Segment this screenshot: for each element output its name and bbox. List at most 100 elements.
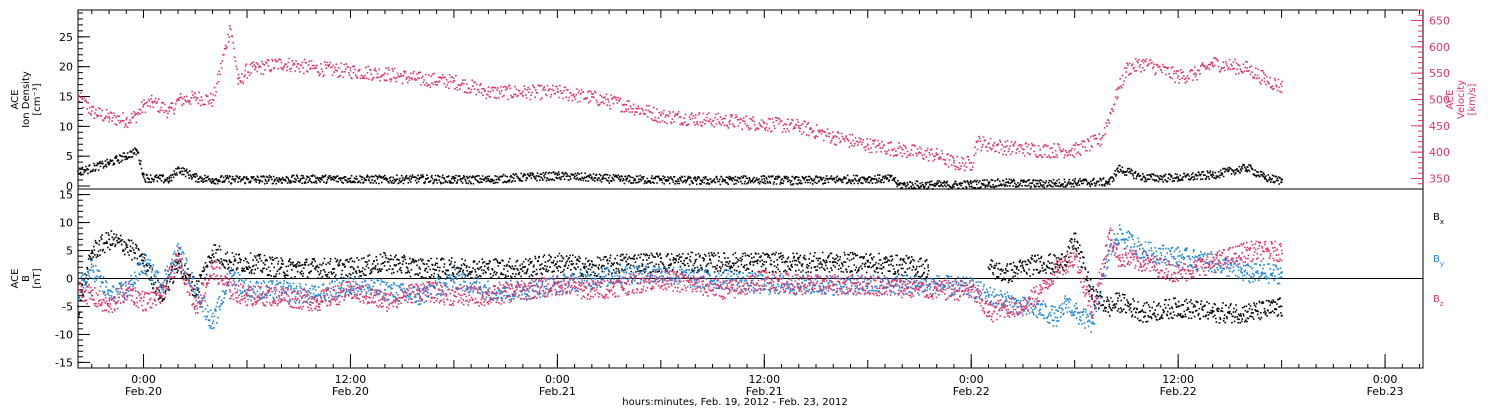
density-axis-title: ACEIon Density[cm⁻³] bbox=[10, 71, 43, 128]
velocity-axis-title-line: [km/s] bbox=[1467, 83, 1478, 115]
density-axis-title-line: ACE bbox=[10, 90, 21, 110]
series-by-point bbox=[1108, 249, 1110, 252]
series-bz-point bbox=[1056, 266, 1059, 269]
series-bz-point bbox=[349, 288, 352, 291]
series-bx-point bbox=[625, 260, 628, 263]
density-series-point bbox=[1177, 176, 1179, 178]
series-by-point bbox=[1246, 272, 1248, 274]
density-series-point bbox=[142, 176, 145, 178]
velocity-series-point bbox=[975, 140, 978, 143]
velocity-axis-tick-label: 350 bbox=[1429, 172, 1450, 185]
density-axis-tick-label: 10 bbox=[59, 120, 73, 133]
velocity-series-point bbox=[194, 96, 197, 98]
series-by-point bbox=[625, 272, 628, 274]
series-bz-point bbox=[625, 283, 628, 285]
x-tick-date: Feb.20 bbox=[332, 385, 369, 398]
b-field-axis-tick-label: -5 bbox=[62, 300, 73, 313]
density-series-point bbox=[246, 178, 248, 180]
series-bx-point bbox=[1108, 305, 1110, 308]
x-tick-time: 12:00 bbox=[1162, 373, 1194, 386]
series-by-point bbox=[1065, 300, 1067, 302]
series-bz-point bbox=[194, 305, 197, 308]
velocity-axis-title-line: ACE bbox=[1445, 90, 1456, 110]
series-bz-point bbox=[108, 305, 110, 308]
velocity-series-point bbox=[228, 24, 231, 27]
b-field-axis-tick-label: -15 bbox=[55, 356, 73, 369]
series-bx-point bbox=[228, 260, 231, 263]
density-series-point bbox=[729, 178, 731, 181]
velocity-series-point bbox=[1263, 77, 1266, 80]
density-series-point bbox=[694, 179, 697, 181]
density-series-point bbox=[866, 177, 869, 180]
series-bz-point bbox=[384, 300, 386, 302]
series-bz-point bbox=[280, 294, 283, 297]
density-series-point bbox=[349, 177, 352, 180]
x-tick-time: 0:00 bbox=[545, 373, 570, 386]
velocity-series-point bbox=[77, 96, 79, 98]
velocity-series-point bbox=[1099, 138, 1102, 140]
series-bz-point bbox=[1211, 260, 1214, 263]
series-bz-point bbox=[453, 294, 455, 297]
velocity-axis-tick-label: 400 bbox=[1429, 146, 1450, 159]
series-bx-point bbox=[211, 249, 214, 252]
series-bz-point bbox=[246, 294, 248, 297]
velocity-axis-tick-label: 500 bbox=[1429, 94, 1450, 107]
series-bx-point bbox=[660, 260, 662, 263]
density-series-point bbox=[135, 149, 138, 152]
series-by-point bbox=[315, 294, 317, 297]
b-field-axis-tick-label: 15 bbox=[59, 189, 73, 202]
velocity-series-point bbox=[384, 72, 386, 74]
series-bz-point bbox=[1091, 311, 1093, 313]
series-bx-point bbox=[729, 260, 731, 263]
density-series-point bbox=[453, 178, 455, 180]
density-series-point bbox=[1211, 173, 1214, 175]
series-bz-point bbox=[1116, 255, 1119, 257]
density-series-point bbox=[522, 175, 524, 178]
x-tick-time: 0:00 bbox=[959, 373, 984, 386]
b-field-axis-tick-label: -10 bbox=[55, 328, 73, 341]
density-series-point bbox=[384, 178, 386, 180]
x-tick-date: Feb.22 bbox=[1160, 385, 1197, 398]
velocity-series-point bbox=[763, 122, 766, 124]
series-bz-point bbox=[1039, 288, 1041, 291]
series-bx-point bbox=[763, 260, 766, 263]
velocity-series-point bbox=[625, 103, 628, 106]
velocity-series-point bbox=[108, 116, 110, 118]
velocity-series-point bbox=[1116, 88, 1119, 90]
velocity-series-point bbox=[315, 67, 317, 69]
density-axis-tick-label: 5 bbox=[66, 150, 73, 163]
density-series-point bbox=[194, 176, 197, 178]
series-by-point bbox=[90, 266, 93, 269]
velocity-series-point bbox=[694, 117, 697, 119]
density-series-point bbox=[1246, 166, 1248, 168]
x-tick-date: Feb.21 bbox=[746, 385, 783, 398]
series-bz-point bbox=[1280, 249, 1283, 252]
series-bx-point bbox=[901, 263, 904, 266]
density-series-point bbox=[896, 183, 898, 186]
b-field-axis-title: ACEB[nT] bbox=[10, 268, 43, 288]
x-tick-time: 12:00 bbox=[335, 373, 367, 386]
velocity-series-point bbox=[1280, 85, 1283, 88]
series-bz-point bbox=[418, 288, 421, 291]
series-by-point bbox=[384, 288, 386, 291]
velocity-series-point bbox=[142, 103, 145, 106]
density-series-point bbox=[211, 178, 214, 180]
density-axis-tick-label: 15 bbox=[59, 91, 73, 104]
series-bz-point bbox=[591, 288, 593, 291]
series-by-point bbox=[1116, 232, 1119, 235]
series-bz-point bbox=[522, 288, 524, 291]
velocity-series-point bbox=[660, 114, 662, 117]
x-tick-time: 0:00 bbox=[131, 373, 156, 386]
density-series-point bbox=[1108, 180, 1110, 183]
series-by-point bbox=[108, 294, 110, 297]
density-series bbox=[77, 147, 1283, 190]
label-sub: z bbox=[1440, 300, 1444, 308]
density-series-point bbox=[1004, 181, 1007, 184]
series-bz-point bbox=[228, 288, 231, 291]
velocity-axis-tick-label: 450 bbox=[1429, 120, 1450, 133]
series-bz-point bbox=[729, 288, 731, 291]
velocity-axis: 350 400 450 500 550 600 650 bbox=[1411, 9, 1450, 190]
series-bx-point bbox=[591, 266, 593, 269]
series-by-point bbox=[159, 283, 162, 285]
